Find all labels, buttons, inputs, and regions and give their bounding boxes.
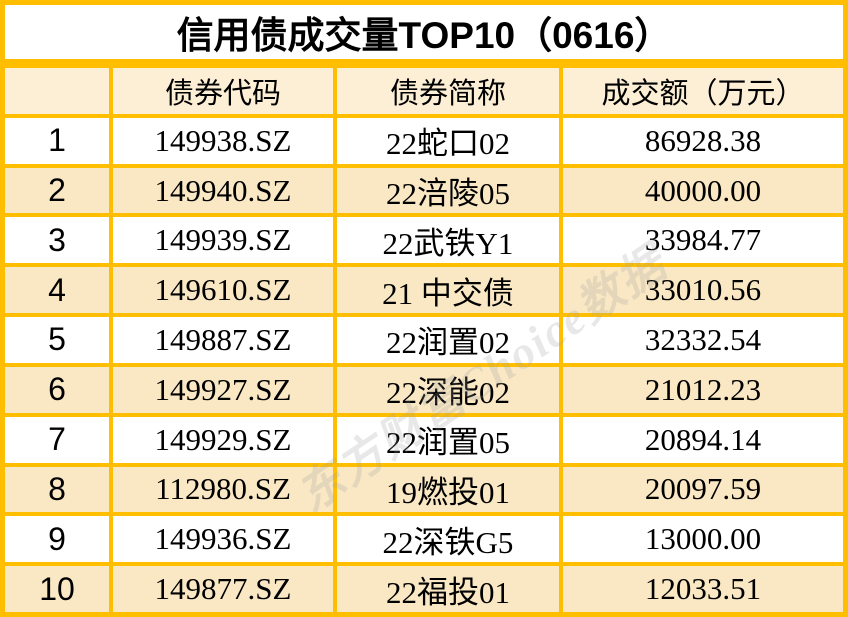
cell-bond-code: 149887.SZ <box>113 317 333 363</box>
cell-bond-code: 149940.SZ <box>113 167 333 214</box>
cell-turnover: 20894.14 <box>563 416 843 463</box>
cell-bond-name: 19燃投01 <box>337 466 559 513</box>
cell-turnover: 86928.38 <box>563 117 843 164</box>
cell-bond-code: 112980.SZ <box>113 466 333 513</box>
cell-turnover: 40000.00 <box>563 167 843 214</box>
cell-bond-code: 149938.SZ <box>113 117 333 164</box>
cell-bond-name: 22深铁G5 <box>337 516 559 563</box>
cell-rank: 8 <box>5 466 109 513</box>
cell-rank: 7 <box>5 416 109 463</box>
header-turnover: 成交额（万元） <box>563 68 843 114</box>
cell-bond-name: 22润置05 <box>337 416 559 463</box>
cell-bond-name: 22蛇口02 <box>337 117 559 164</box>
cell-turnover: 12033.51 <box>563 566 843 612</box>
header-bond-code: 债券代码 <box>113 68 333 114</box>
cell-bond-name: 21 中交债 <box>337 267 559 314</box>
cell-bond-code: 149877.SZ <box>113 566 333 612</box>
header-rank <box>5 68 109 114</box>
table-title-bar: 信用债成交量TOP10（0616） <box>5 5 843 59</box>
cell-rank: 1 <box>5 117 109 164</box>
cell-rank: 3 <box>5 217 109 264</box>
cell-bond-code: 149936.SZ <box>113 516 333 563</box>
cell-turnover: 33984.77 <box>563 217 843 264</box>
cell-rank: 9 <box>5 516 109 563</box>
cell-turnover: 33010.56 <box>563 267 843 314</box>
cell-rank: 10 <box>5 566 109 612</box>
cell-rank: 2 <box>5 167 109 214</box>
cell-turnover: 32332.54 <box>563 317 843 363</box>
cell-bond-name: 22深能02 <box>337 366 559 413</box>
cell-turnover: 20097.59 <box>563 466 843 513</box>
cell-bond-code: 149939.SZ <box>113 217 333 264</box>
cell-bond-name: 22武铁Y1 <box>337 217 559 264</box>
cell-turnover: 21012.23 <box>563 366 843 413</box>
cell-bond-name: 22福投01 <box>337 566 559 612</box>
cell-bond-name: 22涪陵05 <box>337 167 559 214</box>
cell-bond-code: 149929.SZ <box>113 416 333 463</box>
data-table: 债券代码 债券简称 成交额（万元） 1 149938.SZ 22蛇口02 869… <box>5 68 843 612</box>
cell-rank: 5 <box>5 317 109 363</box>
header-bond-name: 债券简称 <box>337 68 559 114</box>
cell-turnover: 13000.00 <box>563 516 843 563</box>
cell-bond-code: 149610.SZ <box>113 267 333 314</box>
cell-bond-code: 149927.SZ <box>113 366 333 413</box>
cell-rank: 6 <box>5 366 109 413</box>
page-title: 信用债成交量TOP10（0616） <box>176 15 672 56</box>
cell-rank: 4 <box>5 267 109 314</box>
cell-bond-name: 22润置02 <box>337 317 559 363</box>
